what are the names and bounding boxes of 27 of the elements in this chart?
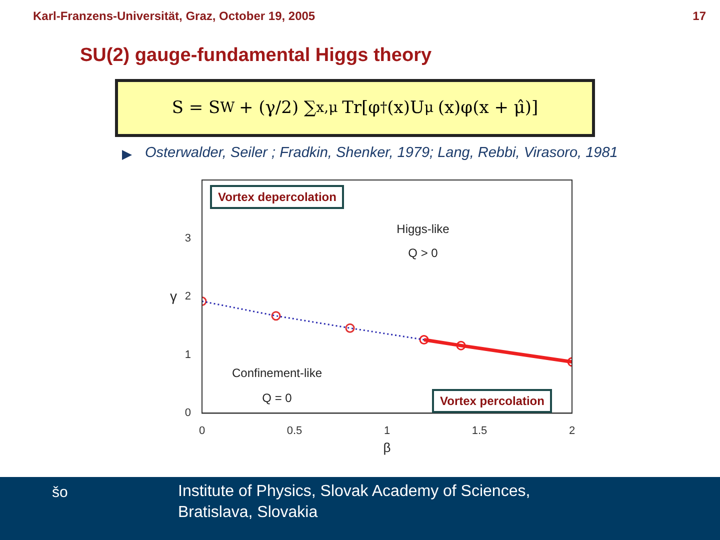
point (456, 340, 466, 350)
y-tick-label: 2 (184, 290, 191, 303)
point (345, 323, 355, 333)
text: Karl-Franzens-Universität, Graz, October 19, 2005 (33, 9, 316, 23)
text: Institute of Physics, Slovak Academy of Sciences, Bratislava, Slovakia (178, 482, 532, 523)
text: šo (52, 484, 68, 501)
point (419, 334, 429, 344)
x-axis-title: β (383, 440, 391, 455)
text: 17 (692, 9, 706, 23)
annotation: Confinement-like (232, 366, 322, 380)
annotation: Higgs-like (396, 222, 450, 236)
chart-title: SU(2) gauge-fundamental Higgs theory (80, 45, 432, 67)
x-tick-label: 2 (568, 424, 576, 437)
point (271, 311, 281, 321)
y-tick-label: 0 (184, 407, 191, 420)
y-axis-title: γ (170, 288, 177, 304)
x-tick-label: 1.5 (472, 424, 488, 437)
y-tick-label: 3 (184, 232, 191, 244)
x-tick-label: 0 (198, 424, 206, 437)
text: Osterwalder, Seiler ; Fradkin, Shenker, 1979; Lang, Rebbi, Virasoro, 1981 (145, 145, 618, 161)
annotation: Vortex depercolation (210, 185, 344, 209)
annotation: Vortex percolation (432, 389, 552, 413)
annotation: Q > 0 (408, 246, 438, 260)
x-tick-label: 1 (384, 424, 390, 437)
x-tick-label: 0.5 (286, 424, 302, 437)
annotation: Q = 0 (262, 391, 292, 405)
y-tick-label: 1 (184, 348, 191, 361)
